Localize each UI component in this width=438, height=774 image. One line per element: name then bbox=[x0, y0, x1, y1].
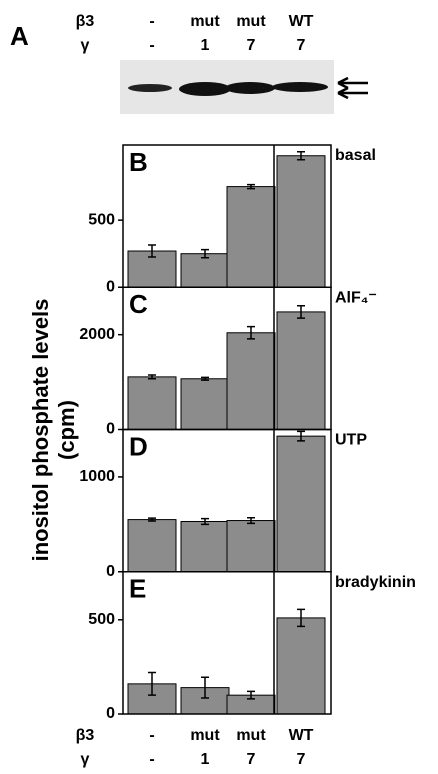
lane-label: 7 bbox=[247, 751, 256, 768]
panel-label: B bbox=[129, 147, 148, 177]
panel-label: A bbox=[10, 21, 29, 51]
lane-label: 7 bbox=[297, 37, 306, 54]
blot-band bbox=[272, 82, 328, 92]
lane-label: mut bbox=[190, 13, 220, 30]
panel-label: E bbox=[129, 574, 146, 604]
lane-label: 7 bbox=[297, 751, 306, 768]
blot-band bbox=[225, 82, 275, 94]
blot-band bbox=[128, 84, 172, 92]
y-tick-label: 2000 bbox=[79, 326, 115, 343]
y-tick-label: 0 bbox=[106, 563, 115, 580]
condition-label: bradykinin bbox=[335, 574, 416, 591]
y-tick-label: 1000 bbox=[79, 468, 115, 485]
lane-label: WT bbox=[289, 727, 314, 744]
bar bbox=[227, 521, 275, 572]
y-tick-label: 500 bbox=[88, 611, 115, 628]
bar bbox=[277, 436, 325, 572]
lane-label: - bbox=[149, 37, 154, 54]
lane-label: 1 bbox=[201, 751, 210, 768]
bar bbox=[181, 521, 229, 571]
lane-label: - bbox=[149, 751, 154, 768]
row-name: β3 bbox=[76, 13, 95, 30]
bar bbox=[227, 333, 275, 430]
y-axis-label: inositol phosphate levels (cpm) bbox=[28, 299, 79, 562]
figure: A inositol phosphate levels (cpm) β3 - mut… bbox=[0, 0, 438, 774]
arrows bbox=[338, 78, 368, 98]
bar bbox=[277, 618, 325, 714]
lane-label: - bbox=[149, 727, 154, 744]
lane-label: - bbox=[149, 13, 154, 30]
y-label-line: inositol phosphate levels bbox=[28, 299, 53, 562]
bar bbox=[128, 377, 176, 430]
bar bbox=[277, 156, 325, 288]
condition-label: basal bbox=[335, 147, 376, 164]
row-name: γ bbox=[81, 751, 90, 768]
panel-label: D bbox=[129, 431, 148, 461]
bar bbox=[181, 379, 229, 430]
y-tick-label: 0 bbox=[106, 705, 115, 722]
y-tick-label: 0 bbox=[106, 278, 115, 295]
condition-label: AlF₄⁻ bbox=[335, 289, 377, 306]
panel-label: C bbox=[129, 289, 148, 319]
row-name: β3 bbox=[76, 727, 95, 744]
condition-label: UTP bbox=[335, 432, 367, 449]
lane-label: 1 bbox=[201, 37, 210, 54]
row-name: γ bbox=[81, 37, 90, 54]
y-tick-label: 500 bbox=[88, 211, 115, 228]
bar bbox=[181, 254, 229, 288]
bar bbox=[277, 312, 325, 430]
lane-label: mut bbox=[190, 727, 220, 744]
lane-label: mut bbox=[236, 727, 266, 744]
blot-band bbox=[179, 82, 231, 96]
lane-label: 7 bbox=[247, 37, 256, 54]
bar bbox=[227, 187, 275, 288]
y-tick-label: 0 bbox=[106, 421, 115, 438]
lane-label: WT bbox=[289, 13, 314, 30]
lane-label: mut bbox=[236, 13, 266, 30]
bar bbox=[128, 520, 176, 572]
y-label-line: (cpm) bbox=[54, 400, 79, 460]
